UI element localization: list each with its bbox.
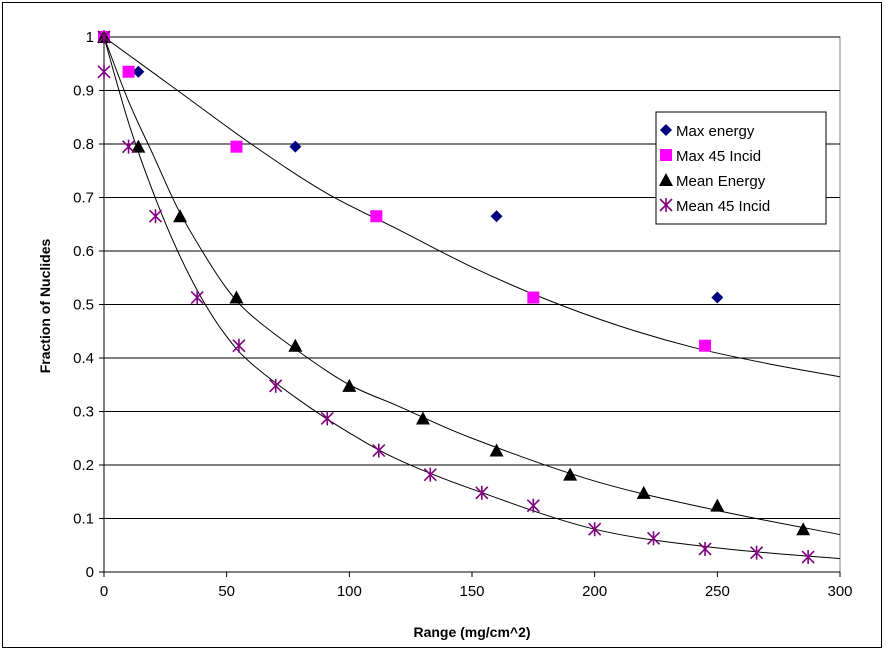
data-point-triangle xyxy=(229,290,244,304)
data-point-triangle xyxy=(131,139,146,153)
data-point-diamond xyxy=(490,210,503,223)
data-point-star xyxy=(97,30,111,44)
y-tick-label: 0.9 xyxy=(73,83,94,100)
data-point-triangle xyxy=(636,485,651,499)
trendline-2 xyxy=(103,36,841,536)
data-point-triangle xyxy=(489,443,504,457)
y-tick-label: 0.8 xyxy=(73,136,94,153)
data-point-star xyxy=(423,467,437,482)
data-point-diamond xyxy=(711,291,724,304)
data-point-square xyxy=(527,291,540,304)
legend-label: Max energy xyxy=(676,123,755,140)
data-point-star xyxy=(646,531,661,546)
data-point-star xyxy=(97,64,111,79)
data-point-star xyxy=(372,443,386,458)
data-point-square xyxy=(230,140,243,153)
data-point-triangle xyxy=(796,522,811,536)
data-point-square xyxy=(370,210,383,223)
data-point-square xyxy=(122,65,135,78)
data-point-triangle xyxy=(710,498,725,512)
y-tick-label: 0.1 xyxy=(73,511,94,528)
data-point-star xyxy=(269,378,283,393)
x-axis-title: Range (mg/cm^2) xyxy=(413,624,530,640)
legend: Max energy Max 45 Incid Mean Energy Mean 45… xyxy=(655,111,827,225)
data-point-star xyxy=(148,209,163,224)
data-point-triangle xyxy=(342,378,357,392)
data-point-triangle xyxy=(288,338,303,352)
y-tick-label: 0.7 xyxy=(73,190,94,207)
x-tick-label: 50 xyxy=(218,583,235,600)
legend-marker-star xyxy=(659,198,673,212)
y-tick-label: 0.3 xyxy=(73,404,94,421)
data-point-square xyxy=(699,339,712,352)
axis-layer xyxy=(99,36,841,577)
y-tick-label: 1 xyxy=(86,29,94,46)
data-point-star xyxy=(475,485,489,500)
legend-marker-triangle xyxy=(659,173,673,186)
x-tick-label: 250 xyxy=(705,583,730,600)
y-tick-label: 0.6 xyxy=(73,243,94,260)
data-point-star xyxy=(121,139,136,154)
data-point-star xyxy=(320,411,334,426)
data-point-triangle xyxy=(563,467,578,481)
data-point-triangle xyxy=(415,411,430,425)
y-tick-label: 0.2 xyxy=(73,457,94,474)
x-tick-label: 0 xyxy=(100,583,108,600)
data-point-triangle xyxy=(173,209,188,223)
x-tick-label: 150 xyxy=(459,583,484,600)
y-tick-label: 0 xyxy=(86,564,94,581)
data-point-diamond xyxy=(289,140,302,153)
legend-label: Mean Energy xyxy=(676,173,766,190)
data-point-star xyxy=(232,338,246,353)
legend-marker-diamond xyxy=(660,124,672,136)
y-axis-title: Fraction of Nuclides xyxy=(37,239,53,374)
legend-box xyxy=(655,111,827,225)
data-point-star xyxy=(190,290,204,305)
data-point-star xyxy=(698,541,712,556)
x-tick-label: 100 xyxy=(337,583,362,600)
data-point-star xyxy=(588,522,602,537)
trendline-3 xyxy=(103,36,841,560)
legend-marker-square xyxy=(660,149,672,161)
data-point-star xyxy=(801,550,815,565)
legend-label: Max 45 Incid xyxy=(676,148,761,165)
data-point-diamond xyxy=(132,65,145,78)
x-tick-label: 200 xyxy=(582,583,607,600)
x-tick-label: 300 xyxy=(827,583,852,600)
data-point-star xyxy=(526,498,540,513)
data-point-star xyxy=(750,545,764,560)
legend-label: Mean 45 Incid xyxy=(676,198,770,215)
tick-label-layer: 0 0.1 0.2 0.3 0.4 0.5 0.6 0.7 0.8 0.9 1 0 50 100 150 20… xyxy=(73,29,852,600)
y-tick-label: 0.4 xyxy=(73,350,94,367)
marker-layer xyxy=(97,30,815,565)
y-tick-label: 0.5 xyxy=(73,297,94,314)
